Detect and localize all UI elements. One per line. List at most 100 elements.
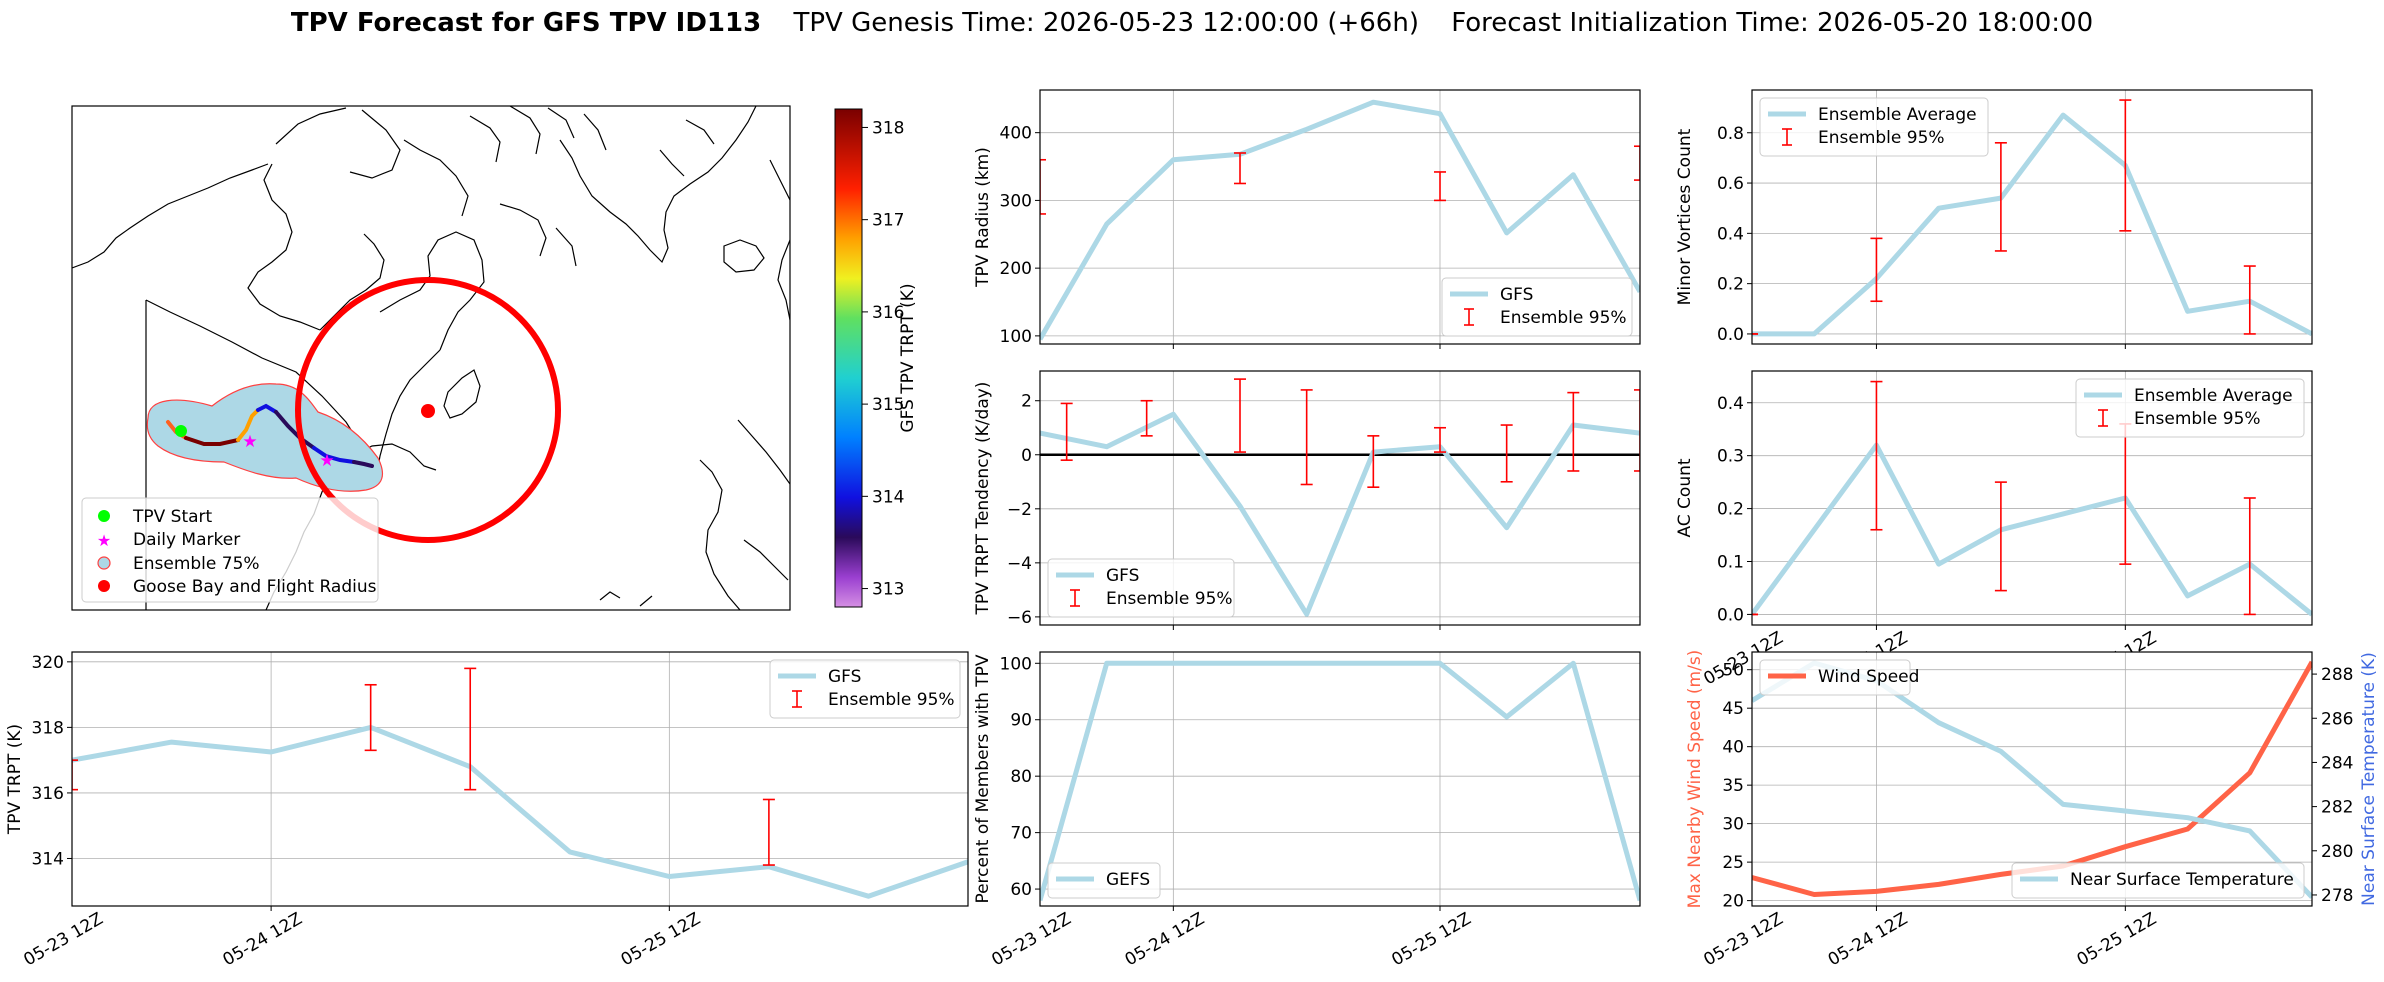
legend-label: Wind Speed — [1818, 667, 1919, 687]
legend-label: Ensemble Average — [1818, 105, 1977, 125]
y-tick-label: 40 — [1722, 738, 1744, 758]
y-tick-label: 314 — [32, 849, 64, 869]
radius-chart: 100 200 300 400 TPV Radius (km) GFS Ensemble 9… — [973, 89, 1641, 349]
legend-box — [2075, 378, 2305, 438]
colorbar-tick-label: 315 — [872, 395, 904, 415]
legend-label: Ensemble 95% — [1500, 308, 1627, 328]
daily-marker-icon: ★ — [242, 432, 257, 452]
y-tick-label: 318 — [32, 718, 64, 738]
goose-bay-marker — [421, 404, 435, 418]
colorbar-tick-label: 313 — [872, 580, 904, 600]
x-tick-label: 05-25 12Z — [618, 909, 704, 970]
y-tick-label: −4 — [1007, 554, 1032, 574]
title-init: Forecast Initialization Time: 2026-05-20… — [1451, 8, 2093, 38]
map-panel: ★ ★ TPV Start ★ Daily Marker Ensemble 75… — [71, 105, 791, 611]
legend-start-label: TPV Start — [132, 507, 213, 527]
y-right-tick-label: 286 — [2321, 709, 2353, 729]
wind-temperature-chart: 20 25 30 35 40 45 50 05-23 12Z 05-24 12Z 05-25 12… — [1685, 650, 2379, 971]
y-tick-label: 0.8 — [1717, 124, 1744, 144]
legend-start-icon — [98, 510, 110, 522]
ensemble-75-region — [146, 383, 384, 492]
y-right-tick-label: 280 — [2321, 842, 2353, 862]
y-tick-label: 60 — [1010, 880, 1032, 900]
plot-frame — [1751, 370, 2313, 626]
map-legend-box — [81, 497, 379, 603]
y-tick-label: 80 — [1010, 767, 1032, 787]
legend-label: Ensemble 95% — [2134, 409, 2261, 429]
y-tick-label: 0.0 — [1717, 605, 1744, 625]
plot-marks — [72, 667, 968, 899]
x-tick-label: 05-23 12Z — [988, 909, 1074, 970]
y-tick-label: 70 — [1010, 824, 1032, 844]
y-axis-label: TPV Radius (km) — [973, 147, 993, 288]
y-tick-label: 200 — [1000, 259, 1032, 279]
colorbar-tick-label: 316 — [872, 303, 904, 323]
legend-box — [769, 659, 961, 719]
legend-goose-bay-label: Goose Bay and Flight Radius — [133, 577, 377, 597]
y-tick-label: 0 — [1021, 446, 1032, 466]
colorbar-tick-label: 314 — [872, 487, 904, 507]
legend-label: Ensemble 95% — [1106, 589, 1233, 609]
legend-daily-label: Daily Marker — [133, 530, 240, 550]
plot-frame — [1751, 651, 2313, 907]
title-genesis: TPV Genesis Time: 2026-05-23 12:00:00 (+… — [792, 8, 1419, 38]
plot-marks — [1752, 99, 2312, 337]
y-tick-label: 320 — [32, 653, 64, 673]
y-tick-label: −2 — [1007, 500, 1032, 520]
legend-star-icon: ★ — [97, 531, 111, 550]
x-tick-label: 05-24 12Z — [219, 909, 305, 970]
y-axis-label: TPV TRPT (K) — [5, 724, 25, 835]
tendency-chart: −6 −4 −2 0 2 TPV TRPT Tendency (K/day) GFS Ense… — [973, 370, 1641, 630]
plot-marks — [1752, 380, 2312, 617]
y-tick-label: 0.6 — [1717, 174, 1744, 194]
legend-box — [1047, 558, 1235, 618]
y-tick-label: 90 — [1010, 711, 1032, 731]
map-frame — [71, 105, 791, 611]
y-right-axis-label: Near Surface Temperature (K) — [2359, 652, 2379, 906]
colorbar-ticks: 313 314 315 316 317 318 — [862, 118, 904, 600]
title-bold: TPV Forecast for GFS TPV ID113 — [291, 8, 761, 38]
y-tick-label: 0.4 — [1717, 394, 1744, 414]
y-tick-label: 0.2 — [1717, 275, 1744, 295]
x-tick-label: 05-24 12Z — [1122, 909, 1208, 970]
y-tick-label: 2 — [1021, 392, 1032, 412]
plot-frame — [1039, 370, 1641, 626]
legend-label: GFS — [1500, 285, 1533, 305]
plot-marks — [1040, 378, 1640, 617]
minor-vortices-chart: 0.0 0.2 0.4 0.6 0.8 Minor Vortices Count Ensem… — [1675, 89, 2313, 349]
legend-box — [1759, 97, 1989, 157]
legend-label: GFS — [1106, 566, 1139, 586]
y-right-tick-label: 278 — [2321, 886, 2353, 906]
y-tick-label: 300 — [1000, 191, 1032, 211]
y-tick-label: 25 — [1722, 853, 1744, 873]
x-tick-label: 05-24 12Z — [1825, 909, 1911, 970]
legend-label: GEFS — [1106, 870, 1150, 890]
plot-frame — [1039, 89, 1641, 345]
y-tick-label: 30 — [1722, 815, 1744, 835]
series-line-main — [1040, 660, 1640, 902]
plot-frame — [71, 651, 969, 907]
trpt-chart: 314 316 318 320 05-23 12Z 05-24 12Z 05-25 12Z T… — [5, 651, 969, 970]
series-line-main — [1752, 112, 2312, 337]
y-tick-label: 316 — [32, 784, 64, 804]
y-tick-label: 0.2 — [1717, 500, 1744, 520]
y-tick-label: 400 — [1000, 124, 1032, 144]
y-tick-label: 0.0 — [1717, 325, 1744, 345]
series-line-main — [1752, 442, 2312, 617]
y-tick-label: 0.3 — [1717, 447, 1744, 467]
y-right-tick-label: 282 — [2321, 798, 2353, 818]
y-tick-label: −6 — [1007, 608, 1032, 628]
y-axis-label: Minor Vortices Count — [1675, 128, 1695, 305]
y-tick-label: 0.4 — [1717, 224, 1744, 244]
legend-ensemble-icon — [97, 556, 111, 570]
figure-title: TPV Forecast for GFS TPV ID113 TPV Genes… — [291, 8, 2093, 38]
legend-label: Ensemble 95% — [828, 690, 955, 710]
legend-label: Ensemble 95% — [1818, 128, 1945, 148]
colorbar: 313 314 315 316 317 318 GFS TPV TRPT (K) — [834, 108, 918, 608]
y-axis-label: TPV TRPT Tendency (K/day) — [973, 382, 993, 616]
colorbar-gradient — [834, 108, 863, 608]
x-tick-label: 05-25 12Z — [1388, 909, 1474, 970]
y-tick-label: 0.1 — [1717, 553, 1744, 573]
